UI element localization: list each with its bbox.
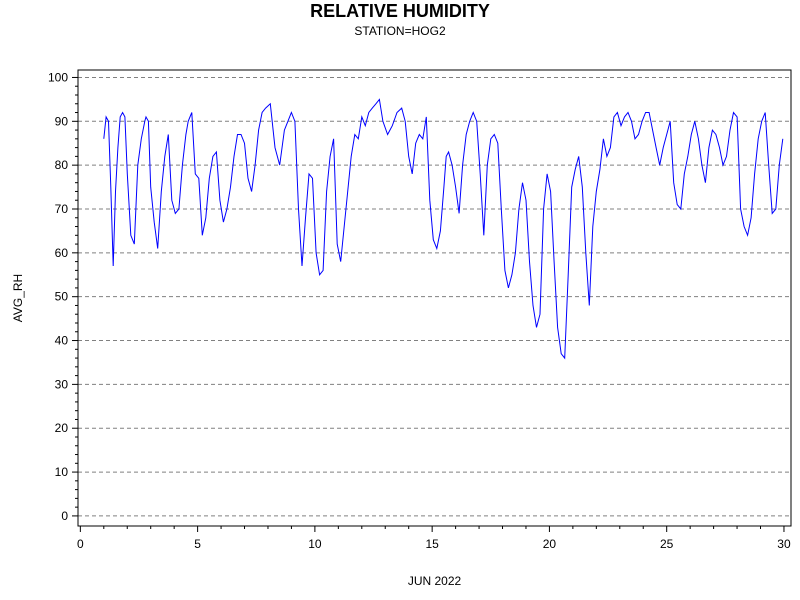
x-tick-label: 15	[425, 537, 439, 551]
x-tick-label: 0	[77, 537, 84, 551]
y-tick-label: 70	[55, 202, 69, 216]
x-tick-label: 5	[194, 537, 201, 551]
y-tick-label: 50	[55, 290, 69, 304]
y-tick-label: 80	[55, 158, 69, 172]
x-tick-label: 25	[660, 537, 674, 551]
x-tick-label: 10	[308, 537, 322, 551]
y-tick-label: 30	[55, 377, 69, 391]
y-tick-label: 40	[55, 334, 69, 348]
chart-subtitle: STATION=HOG2	[354, 24, 446, 38]
chart-title: RELATIVE HUMIDITY	[310, 1, 490, 21]
y-axis-label: AVG_RH	[11, 274, 25, 322]
x-axis: 0 5 10 15 20 25 30	[77, 526, 791, 551]
series-line-avg-rh	[103, 98, 784, 360]
y-tick-label: 90	[55, 114, 69, 128]
y-axis: 0 10 20 30 40 50 60 70 80 90 100	[48, 70, 78, 523]
x-tick-label: 30	[777, 537, 791, 551]
y-tick-label: 10	[55, 465, 69, 479]
y-tick-label: 100	[48, 70, 68, 84]
y-tick-label: 60	[55, 246, 69, 260]
plot-frame	[77, 69, 792, 527]
y-tick-label: 20	[55, 421, 69, 435]
x-tick-label: 20	[543, 537, 557, 551]
y-tick-label: 0	[61, 509, 68, 523]
x-axis-label: JUN 2022	[408, 574, 462, 588]
